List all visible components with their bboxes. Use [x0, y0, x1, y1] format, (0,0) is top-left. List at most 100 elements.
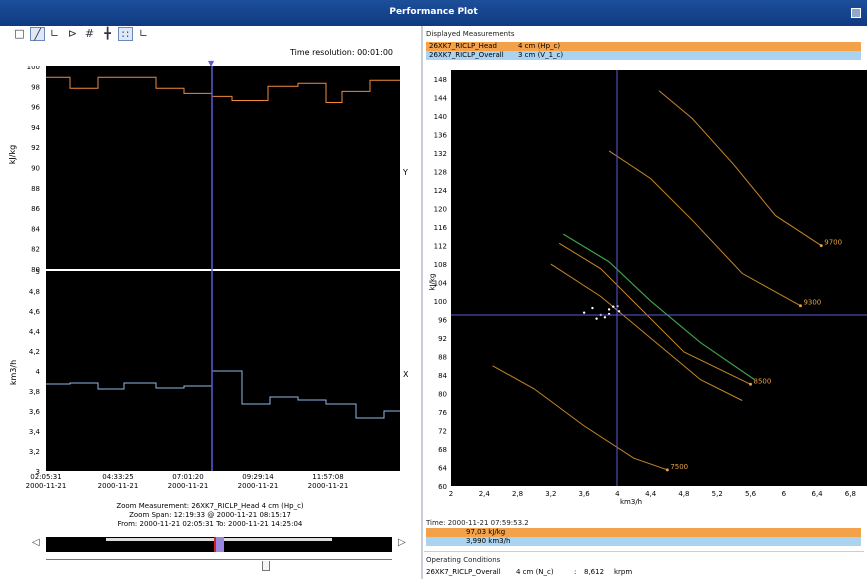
operating-eng: krpm: [614, 568, 633, 576]
measurement-row[interactable]: 26XK7_RICLP_Overall 3 cm (V_1_c): [426, 51, 861, 60]
scroll-left-icon[interactable]: ◁: [32, 537, 40, 548]
cursor-overall-value: 3,990 km3/h: [466, 537, 511, 545]
operating-point: [612, 305, 615, 308]
perf-x-tick: 2: [449, 490, 453, 498]
head-y-tick: 84: [31, 225, 40, 233]
head-trend-panel: [46, 66, 400, 269]
operating-conditions-header: Operating Conditions: [426, 556, 501, 564]
overall-y-tick: 3,8: [29, 388, 40, 396]
head-y-tick: 98: [31, 83, 40, 91]
perf-x-tick: 4,8: [678, 490, 689, 498]
overall-y-tick: 3,4: [29, 428, 41, 436]
zoom-range: From: 2000-11-21 02:05:31 To: 2000-11-21…: [117, 520, 303, 528]
head-y-tick: 90: [31, 165, 40, 173]
overall-ylabel: km3/h: [9, 359, 19, 386]
time-tick-date: 2000-11-21: [98, 482, 139, 490]
window-title: Performance Plot: [389, 7, 478, 17]
perf-x-tick: 4,4: [645, 490, 657, 498]
time-tick: 04:33:25: [102, 473, 133, 481]
perf-y-tick: 104: [434, 280, 448, 288]
step-icon[interactable]: ⊳: [67, 27, 78, 40]
perf-y-tick: 80: [438, 391, 447, 399]
perf-y-tick: 108: [434, 261, 447, 269]
operating-point: [582, 311, 586, 314]
perf-y-tick: 140: [434, 113, 447, 121]
head-y-tick: 88: [31, 185, 40, 193]
speed-curve: [492, 365, 668, 471]
speed-curve: [608, 150, 801, 307]
time-tick-date: 2000-11-21: [308, 482, 349, 490]
overall-y-tick: 5: [36, 268, 40, 276]
overview-zoom-window[interactable]: [214, 537, 224, 552]
perf-y-tick: 72: [438, 428, 447, 436]
zoom-slider-track[interactable]: [46, 559, 392, 560]
window-title-bar: Performance Plot: [0, 0, 867, 26]
overall-side-label: X: [403, 370, 409, 379]
overall-y-tick: 4,2: [29, 348, 40, 356]
new-plot-icon[interactable]: □: [14, 27, 25, 40]
time-tick: 09:29:14: [242, 473, 274, 481]
cursor-time: Time: 2000-11-21 07:59:53.2: [426, 519, 529, 527]
operating-point: [591, 306, 594, 310]
operating-name: 26XK7_RICLP_Overall: [426, 568, 501, 576]
perf-y-tick: 64: [438, 465, 447, 473]
line-chart-icon[interactable]: ╱: [30, 27, 45, 41]
time-tick-date: 2000-11-21: [26, 482, 67, 490]
head-trend-line: [46, 76, 400, 103]
time-tick: 07:01:20: [172, 473, 203, 481]
scatter-icon[interactable]: ∷: [118, 27, 133, 41]
perf-y-tick: 144: [434, 95, 448, 103]
perf-y-tick: 68: [438, 446, 447, 454]
perf-y-tick: 128: [434, 169, 447, 177]
cursor-marker-icon[interactable]: ▼: [208, 59, 215, 68]
perf-y-tick: 60: [438, 483, 447, 491]
overall-y-tick: 4: [36, 368, 41, 376]
measurement-name: 26XK7_RICLP_Overall: [429, 51, 504, 59]
grid-icon[interactable]: #: [84, 27, 95, 40]
speed-curve: [658, 90, 822, 247]
measurement-name: 26XK7_RICLP_Head: [429, 42, 497, 50]
overall-y-tick: 4,6: [29, 308, 41, 316]
operating-point: [595, 317, 598, 320]
crosshair-icon[interactable]: ╋: [104, 27, 111, 40]
measurement-row[interactable]: 26XK7_RICLP_Head 4 cm (Hp_c): [426, 42, 861, 51]
perf-x-tick: 3,6: [579, 490, 591, 498]
axis-chart-icon[interactable]: ∟: [49, 27, 60, 40]
operating-sep: :: [574, 568, 577, 576]
speed-curve-end: [819, 244, 823, 248]
cursor-value-row: 3,990 km3/h: [426, 537, 861, 546]
perf-y-tick: 116: [434, 224, 448, 232]
perf-x-tick: 6,8: [845, 490, 856, 498]
overall-trend-line: [46, 370, 400, 419]
perf-x-tick: 3,2: [545, 490, 556, 498]
curve-icon[interactable]: ∟: [138, 27, 149, 40]
zoom-slider-thumb[interactable]: [262, 561, 270, 571]
overall-y-tick: 3: [36, 468, 40, 476]
operating-value: 8,612: [584, 568, 605, 576]
operating-unit: 4 cm (N_c): [516, 568, 554, 576]
overall-y-tick: 4,8: [29, 288, 40, 296]
time-resolution: Time resolution: 00:01:00: [290, 48, 394, 57]
head-side-label: Y: [403, 168, 408, 177]
head-y-tick: 94: [31, 124, 40, 132]
head-ylabel: kJ/kg: [8, 144, 18, 165]
perf-xlabel: km3/h: [620, 498, 643, 506]
perf-y-tick: 124: [434, 187, 448, 195]
operating-point: [603, 316, 607, 319]
head-y-tick: 96: [31, 104, 40, 112]
perf-y-tick: 120: [434, 206, 447, 214]
scroll-right-icon[interactable]: ▷: [398, 537, 406, 548]
overview-strip[interactable]: [46, 537, 392, 552]
maximize-button[interactable]: [851, 8, 861, 18]
overall-y-tick: 4,4: [29, 328, 41, 336]
speed-curve: [558, 242, 751, 385]
zoom-info: Zoom Measurement: 26XK7_RICLP_Head 4 cm …: [0, 502, 420, 529]
speed-curve-end: [665, 468, 669, 472]
perf-y-tick: 136: [434, 132, 448, 140]
panel-splitter[interactable]: [421, 26, 423, 579]
overall-y-tick: 3,2: [29, 448, 40, 456]
time-tick: 11:57:08: [312, 473, 343, 481]
operating-row: 26XK7_RICLP_Overall 4 cm (N_c) : 8,612 k…: [426, 568, 866, 577]
time-tick-date: 2000-11-21: [238, 482, 279, 490]
perf-x-tick: 5,2: [712, 490, 723, 498]
